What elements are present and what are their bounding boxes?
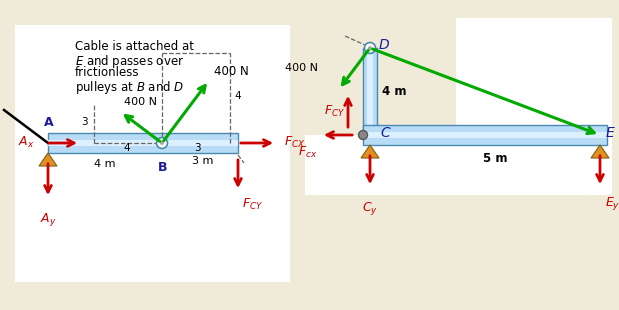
Text: Cable is attached at: Cable is attached at: [75, 40, 194, 53]
Polygon shape: [363, 125, 607, 145]
Text: 4: 4: [124, 143, 131, 153]
Polygon shape: [48, 133, 238, 153]
Polygon shape: [367, 48, 373, 135]
Text: $D$: $D$: [378, 38, 390, 52]
Polygon shape: [39, 153, 57, 166]
Circle shape: [365, 42, 376, 54]
Polygon shape: [15, 25, 290, 282]
Polygon shape: [48, 140, 238, 146]
Circle shape: [160, 141, 164, 145]
Text: A: A: [44, 116, 54, 129]
Text: 400 N: 400 N: [124, 97, 157, 107]
Text: $F_{CX}$: $F_{CX}$: [284, 135, 305, 149]
Text: 3: 3: [194, 143, 201, 153]
Text: 3: 3: [81, 117, 88, 127]
Text: 400 N: 400 N: [214, 64, 249, 78]
Text: $A_y$: $A_y$: [40, 211, 56, 228]
Text: 4 m: 4 m: [382, 85, 407, 98]
Text: $E$ and passes over: $E$ and passes over: [75, 53, 184, 70]
Text: 4: 4: [234, 91, 241, 101]
Polygon shape: [361, 145, 379, 158]
Text: 4 m: 4 m: [94, 159, 116, 169]
Text: $C$: $C$: [380, 126, 392, 140]
Text: 5 m: 5 m: [483, 152, 507, 165]
Polygon shape: [591, 145, 609, 158]
Circle shape: [368, 46, 372, 50]
Text: frictionless: frictionless: [75, 66, 139, 79]
Text: $F_{CY}$: $F_{CY}$: [242, 197, 263, 212]
Polygon shape: [363, 132, 607, 138]
Text: pulleys at $B$ and $D$: pulleys at $B$ and $D$: [75, 79, 184, 96]
Polygon shape: [305, 18, 612, 195]
Text: $E_y$: $E_y$: [605, 195, 619, 212]
Circle shape: [157, 138, 168, 148]
Text: 3 m: 3 m: [193, 156, 214, 166]
Text: $F_{CY}$: $F_{CY}$: [324, 104, 345, 118]
Text: 400 N: 400 N: [285, 63, 318, 73]
Text: B: B: [158, 161, 168, 174]
Text: $A_x$: $A_x$: [17, 135, 34, 149]
Text: $F_{cx}$: $F_{cx}$: [298, 145, 317, 160]
Circle shape: [358, 131, 368, 140]
Polygon shape: [363, 48, 377, 135]
Text: $E$: $E$: [605, 126, 616, 140]
Text: $C_y$: $C_y$: [362, 200, 378, 217]
